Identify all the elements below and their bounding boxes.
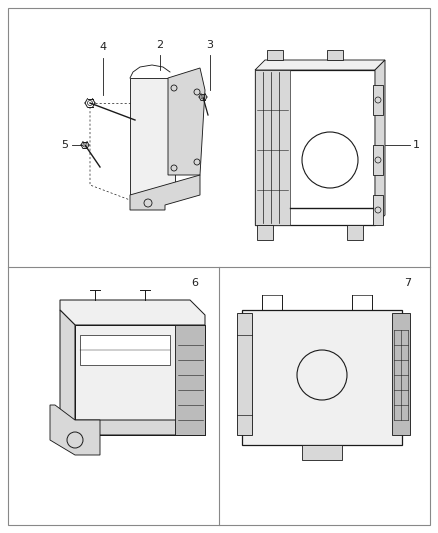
Polygon shape (373, 85, 383, 115)
Polygon shape (237, 313, 252, 435)
Bar (242, 310, 402, 445)
Polygon shape (392, 313, 410, 435)
Polygon shape (347, 225, 363, 240)
Polygon shape (257, 225, 273, 240)
Text: 2: 2 (156, 40, 163, 50)
Text: 4: 4 (99, 42, 106, 52)
Polygon shape (255, 70, 290, 225)
Polygon shape (255, 70, 375, 225)
Polygon shape (60, 310, 75, 435)
Polygon shape (168, 68, 205, 175)
Polygon shape (60, 420, 205, 435)
Text: 3: 3 (206, 40, 213, 50)
Text: 1: 1 (413, 140, 420, 150)
Polygon shape (75, 325, 205, 435)
Polygon shape (175, 325, 205, 435)
Text: 7: 7 (404, 278, 412, 288)
Polygon shape (255, 60, 385, 70)
Polygon shape (373, 195, 383, 225)
Polygon shape (130, 175, 200, 210)
Polygon shape (373, 145, 383, 175)
Polygon shape (267, 50, 283, 60)
Polygon shape (302, 445, 342, 460)
Polygon shape (375, 60, 385, 225)
Polygon shape (327, 50, 343, 60)
Polygon shape (50, 405, 100, 455)
Text: 6: 6 (191, 278, 198, 288)
Bar (80, 335, 170, 365)
Polygon shape (60, 300, 205, 325)
Text: 5: 5 (61, 140, 68, 150)
Polygon shape (130, 78, 175, 195)
